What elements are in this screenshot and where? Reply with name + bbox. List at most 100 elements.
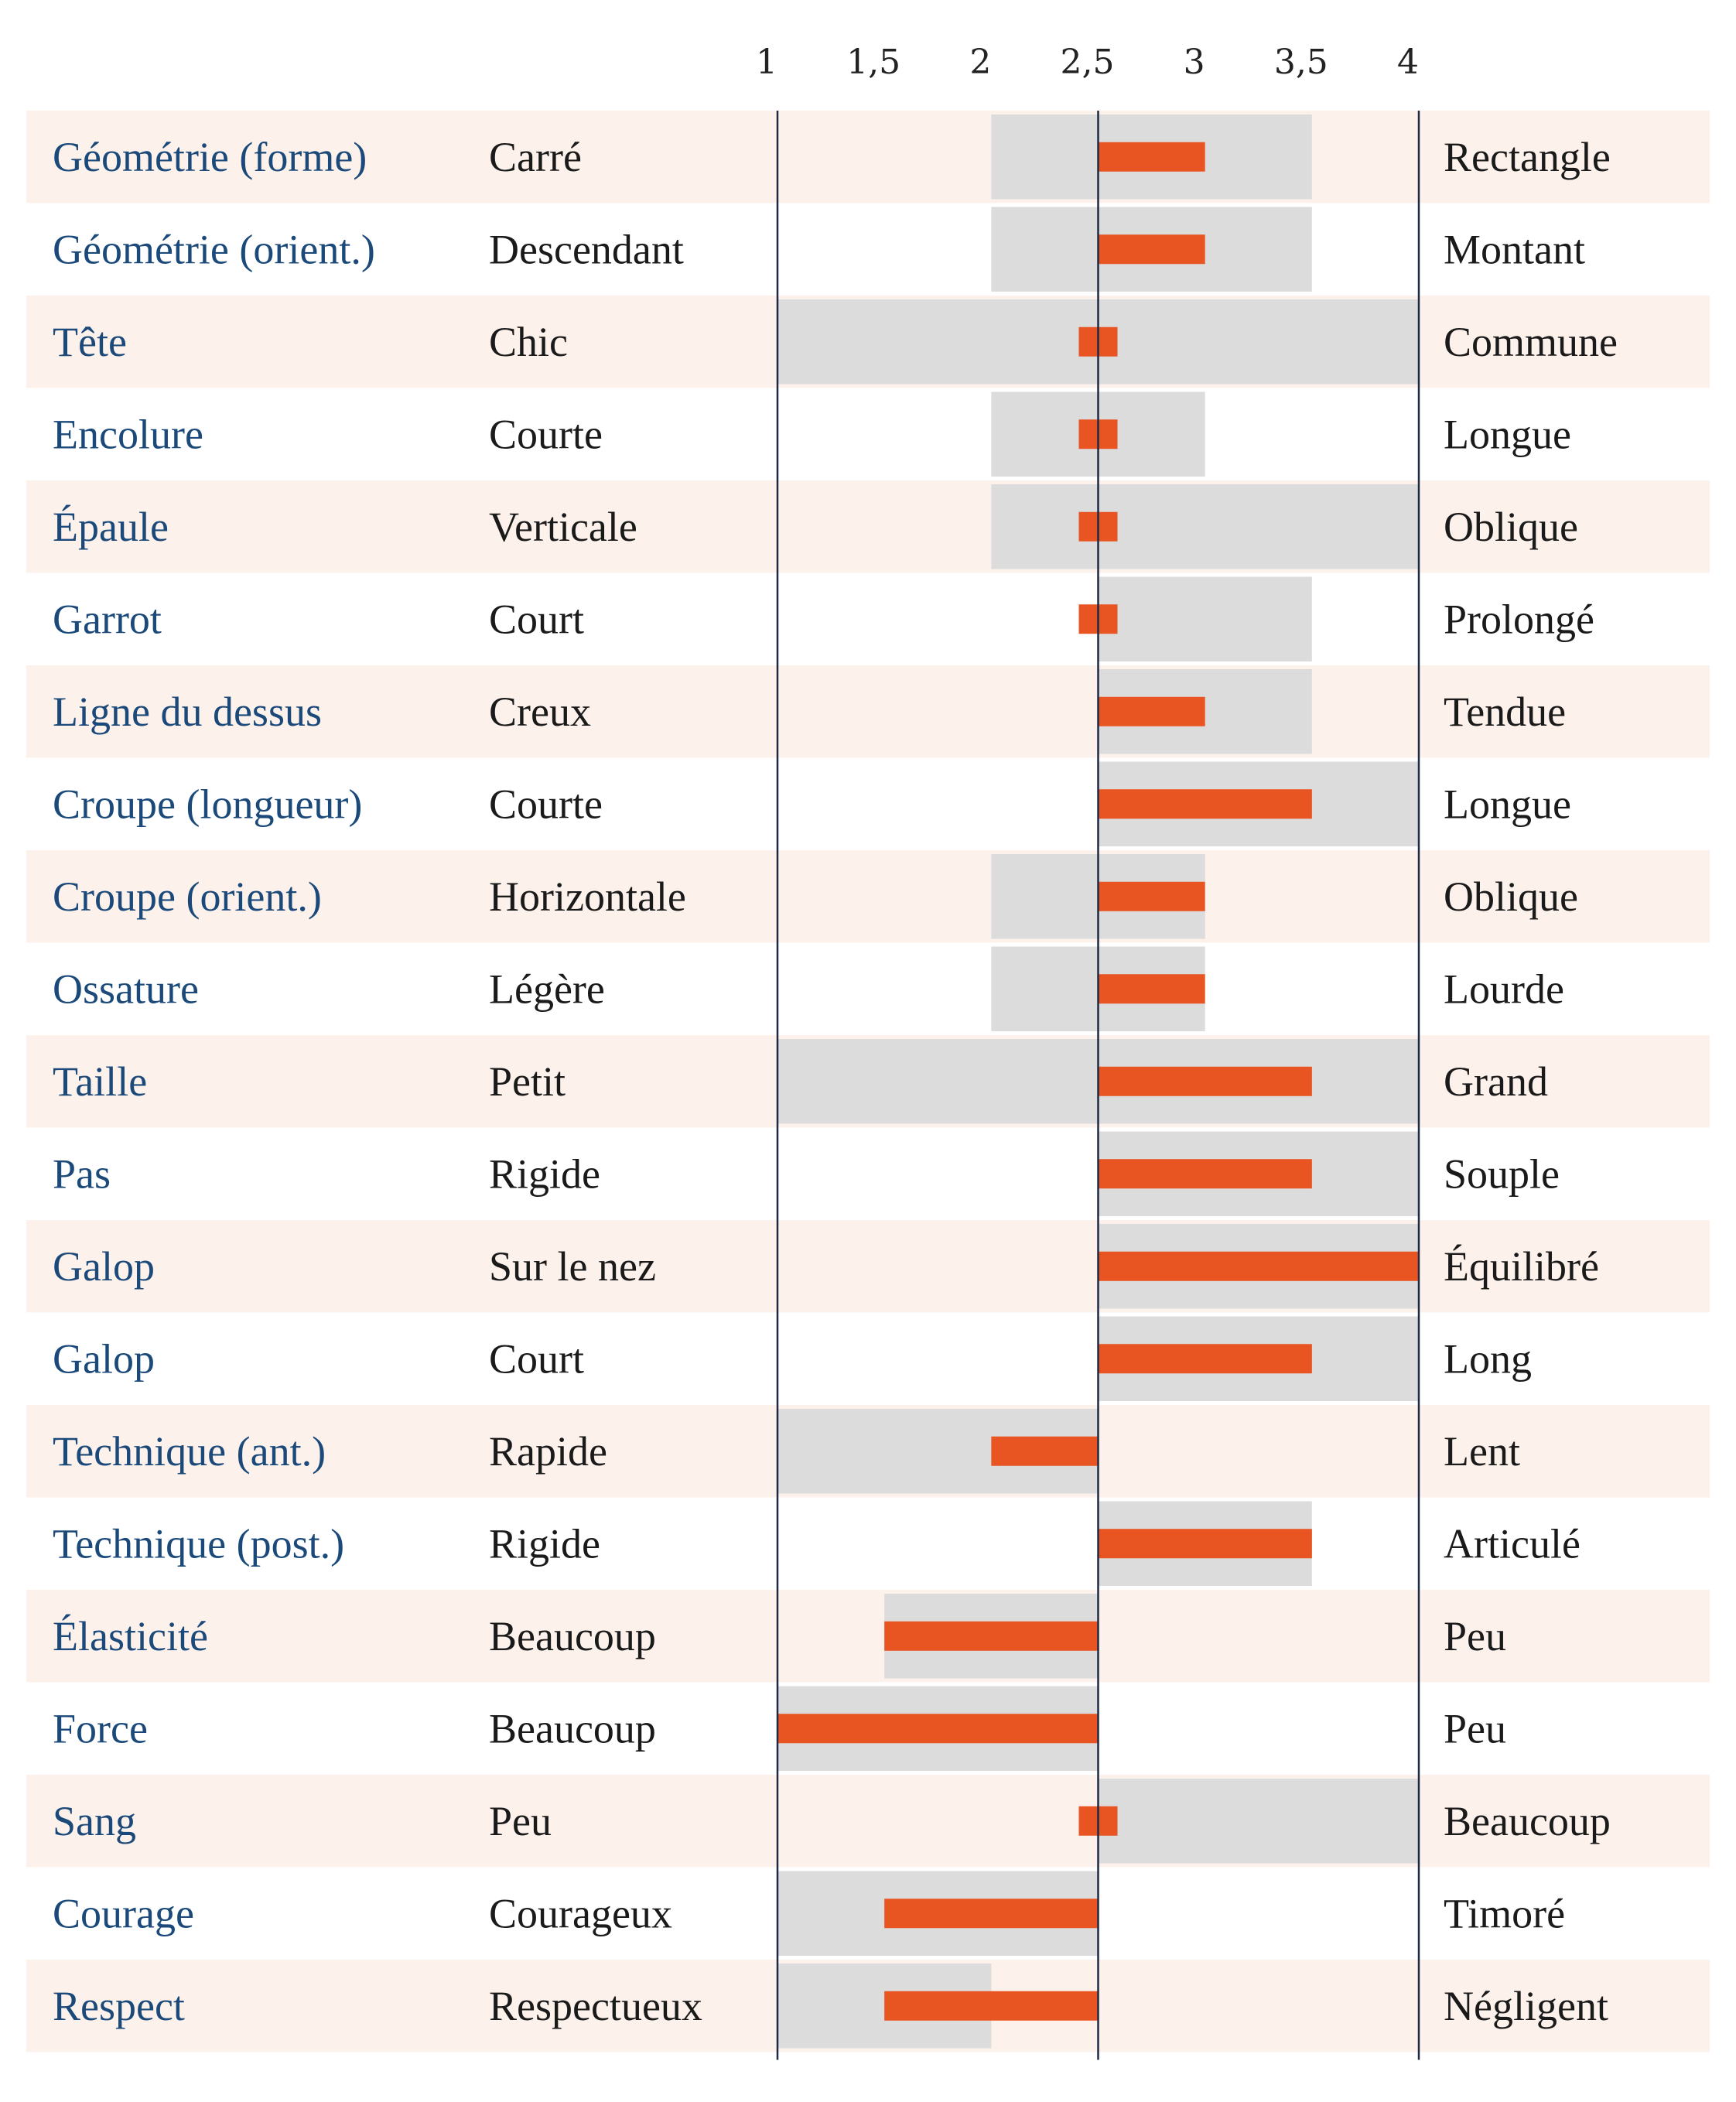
x-tick-label: 4	[1397, 43, 1419, 82]
row-background	[26, 1220, 1710, 1313]
low-pole-label: Courte	[489, 781, 603, 827]
mean-bar	[884, 1991, 1099, 2021]
high-pole-label: Oblique	[1444, 873, 1578, 920]
mean-bar	[1098, 881, 1205, 911]
low-pole-label: Sur le nez	[489, 1243, 656, 1290]
mean-bar	[1098, 1159, 1312, 1189]
mean-bar	[777, 1714, 1099, 1744]
row-background	[26, 1775, 1710, 1868]
high-pole-label: Commune	[1444, 319, 1618, 365]
row-background	[26, 850, 1710, 943]
trait-label: Courage	[53, 1890, 194, 1936]
trait-label: Garrot	[53, 596, 162, 642]
high-pole-label: Montant	[1444, 226, 1585, 272]
mean-bar	[884, 1899, 1099, 1929]
low-pole-label: Horizontale	[489, 873, 686, 920]
high-pole-label: Peu	[1444, 1705, 1506, 1752]
trait-label: Épaule	[53, 504, 169, 550]
low-pole-label: Petit	[489, 1058, 566, 1105]
low-pole-label: Descendant	[489, 226, 684, 272]
low-pole-label: Rigide	[489, 1150, 600, 1197]
low-pole-label: Courageux	[489, 1890, 672, 1936]
low-pole-label: Rapide	[489, 1428, 607, 1475]
low-pole-label: Peu	[489, 1798, 552, 1844]
row-background	[26, 480, 1710, 573]
low-pole-label: Creux	[489, 689, 591, 735]
low-pole-label: Rigide	[489, 1520, 600, 1567]
high-pole-label: Souple	[1444, 1150, 1560, 1197]
row-background	[26, 111, 1710, 203]
trait-label: Sang	[53, 1798, 136, 1844]
trait-label: Galop	[53, 1243, 155, 1290]
high-pole-label: Articulé	[1444, 1520, 1581, 1567]
high-pole-label: Longue	[1444, 411, 1571, 457]
axis-lines	[776, 111, 1420, 2060]
x-tick-label: 2,5	[1061, 43, 1115, 82]
high-pole-label: Grand	[1444, 1058, 1548, 1105]
mean-bar	[1098, 696, 1205, 726]
mean-bar	[884, 1621, 1099, 1651]
high-pole-label: Long	[1444, 1335, 1532, 1382]
high-pole-label: Lourde	[1444, 966, 1564, 1012]
mean-bar	[1098, 1529, 1312, 1559]
trait-label: Élasticité	[53, 1613, 208, 1659]
high-pole-label: Négligent	[1444, 1983, 1608, 2029]
mean-bar	[991, 1436, 1099, 1466]
range-band	[1098, 1779, 1419, 1864]
low-pole-label: Chic	[489, 319, 568, 365]
high-pole-label: Rectangle	[1444, 134, 1611, 180]
low-pole-label: Courte	[489, 411, 603, 457]
mean-bar	[1098, 1066, 1312, 1096]
low-pole-label: Court	[489, 596, 584, 642]
mean-bar	[1098, 142, 1205, 172]
trait-label: Géométrie (forme)	[53, 134, 367, 180]
low-pole-label: Verticale	[489, 504, 637, 550]
low-pole-label: Légère	[489, 966, 605, 1012]
trait-label: Géométrie (orient.)	[53, 226, 375, 272]
mean-bar	[1098, 234, 1205, 265]
high-pole-label: Prolongé	[1444, 596, 1594, 642]
trait-label: Technique (post.)	[53, 1520, 344, 1567]
trait-label: Technique (ant.)	[53, 1428, 326, 1475]
high-pole-label: Équilibré	[1444, 1243, 1599, 1290]
trait-label: Tête	[53, 319, 127, 365]
high-pole-label: Peu	[1444, 1613, 1506, 1659]
trait-label: Ligne du dessus	[53, 689, 322, 735]
high-pole-label: Lent	[1444, 1428, 1520, 1475]
trait-label: Force	[53, 1705, 148, 1752]
mean-bar	[1098, 974, 1205, 1004]
trait-label: Pas	[53, 1150, 111, 1197]
trait-label: Croupe (longueur)	[53, 781, 362, 827]
x-axis-ticks: 1 1,5 2 2,5 3 3,5 4	[756, 43, 1419, 82]
mean-bar	[1098, 1344, 1312, 1374]
high-pole-label: Timoré	[1444, 1890, 1565, 1936]
x-tick-label: 3,5	[1274, 43, 1328, 82]
row-background	[26, 665, 1710, 758]
row-background	[26, 1590, 1710, 1683]
high-pole-label: Oblique	[1444, 504, 1578, 550]
low-pole-label: Beaucoup	[489, 1613, 656, 1659]
trait-label: Encolure	[53, 411, 203, 457]
high-pole-label: Longue	[1444, 781, 1571, 827]
range-band	[1098, 576, 1312, 661]
x-tick-label: 3	[1184, 43, 1205, 82]
row-labels: Géométrie (forme) Carré Rectangle Géométrie…	[53, 134, 1618, 2029]
trait-label: Galop	[53, 1335, 155, 1382]
trait-label: Croupe (orient.)	[53, 873, 322, 920]
high-pole-label: Tendue	[1444, 689, 1566, 735]
low-pole-label: Carré	[489, 134, 582, 180]
x-tick-label: 1	[756, 43, 777, 82]
high-pole-label: Beaucoup	[1444, 1798, 1611, 1844]
low-pole-label: Beaucoup	[489, 1705, 656, 1752]
trait-label: Ossature	[53, 966, 199, 1012]
trait-label: Respect	[53, 1983, 185, 2029]
x-tick-label: 1,5	[846, 43, 900, 82]
mean-bars	[777, 142, 1419, 2021]
range-band	[991, 484, 1419, 569]
low-pole-label: Respectueux	[489, 1983, 702, 2029]
x-tick-label: 2	[969, 43, 991, 82]
low-pole-label: Court	[489, 1335, 584, 1382]
mean-bar	[1098, 789, 1312, 819]
trait-label: Taille	[53, 1058, 147, 1105]
